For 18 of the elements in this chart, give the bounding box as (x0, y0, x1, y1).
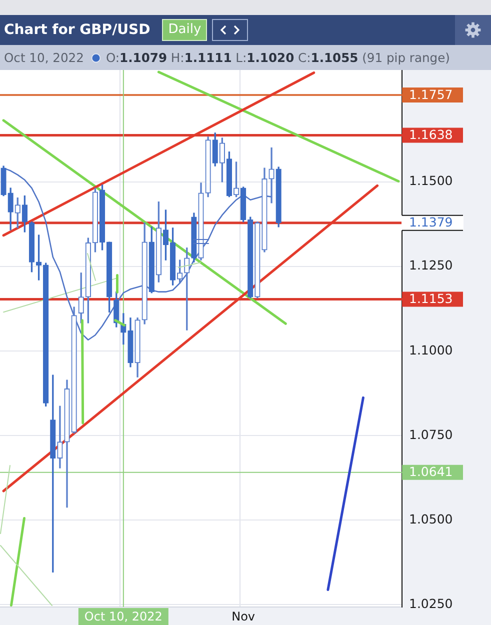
chart-subtitle: Oct 10, 2022 (4, 50, 84, 64)
button[interactable] (212, 19, 248, 41)
y-tick-label: 1.0750 (409, 426, 453, 442)
chart-title: Chart for GBP/USD (4, 22, 150, 38)
y-tick-label: 1.1250 (409, 258, 453, 273)
button[interactable]: Daily (162, 19, 208, 41)
text: O:1.1079 H:1.1111 L:1.1020 C:1.1055 (91 pip range) (106, 50, 450, 64)
button[interactable] (455, 15, 491, 45)
y-tick-label: 1.1500 (409, 173, 453, 188)
ref-line-label: 1.1757 (409, 86, 453, 102)
ref-line-label: 1.0641 (409, 464, 453, 480)
ref-line-label: 1.1379 (409, 214, 453, 230)
y-tick-label: 1.0250 (409, 596, 453, 611)
y-tick-label: 1.0500 (409, 511, 453, 526)
ref-line-label: 1.1638 (409, 127, 453, 142)
x-tick-label: Nov (232, 609, 256, 624)
y-tick-label: 1.1000 (409, 342, 453, 358)
ref-line-label: 1.1153 (409, 291, 453, 306)
